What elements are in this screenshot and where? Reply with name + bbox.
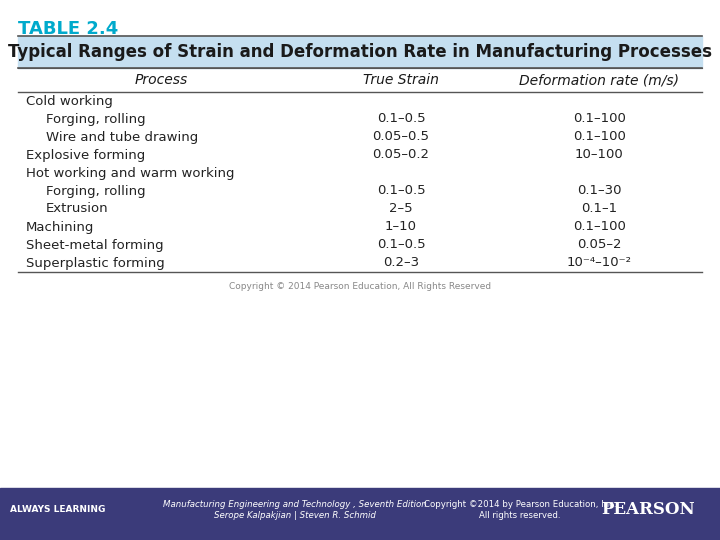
Text: PEARSON: PEARSON	[601, 502, 695, 518]
Text: 0.1–1: 0.1–1	[581, 202, 618, 215]
Text: Hot working and warm working: Hot working and warm working	[26, 166, 235, 179]
Text: 0.1–0.5: 0.1–0.5	[377, 239, 426, 252]
Text: Deformation rate (m/s): Deformation rate (m/s)	[519, 73, 680, 87]
Text: Copyright ©2014 by Pearson Education, Inc.
All rights reserved.: Copyright ©2014 by Pearson Education, In…	[424, 500, 616, 519]
Text: 1–10: 1–10	[385, 220, 417, 233]
Text: 0.05–2: 0.05–2	[577, 239, 621, 252]
Text: Process: Process	[135, 73, 188, 87]
Bar	[0, 488, 720, 540]
Text: 0.1–100: 0.1–100	[573, 112, 626, 125]
Text: ALWAYS LEARNING: ALWAYS LEARNING	[10, 505, 105, 515]
Text: 0.1–30: 0.1–30	[577, 185, 621, 198]
Text: Typical Ranges of Strain and Deformation Rate in Manufacturing Processes: Typical Ranges of Strain and Deformation…	[8, 43, 712, 61]
Text: Explosive forming: Explosive forming	[26, 148, 145, 161]
Text: Forging, rolling: Forging, rolling	[46, 185, 145, 198]
Text: 2–5: 2–5	[390, 202, 413, 215]
Text: Extrusion: Extrusion	[46, 202, 109, 215]
Bar	[18, 36, 702, 68]
Text: 0.1–0.5: 0.1–0.5	[377, 112, 426, 125]
Text: Forging, rolling: Forging, rolling	[46, 112, 145, 125]
Text: 10–100: 10–100	[575, 148, 624, 161]
Text: Superplastic forming: Superplastic forming	[26, 256, 165, 269]
Text: True Strain: True Strain	[363, 73, 439, 87]
Text: 0.05–0.5: 0.05–0.5	[372, 131, 430, 144]
Text: Wire and tube drawing: Wire and tube drawing	[46, 131, 198, 144]
Text: Manufacturing Engineering and Technology , Seventh Edition
Serope Kalpakjian | S: Manufacturing Engineering and Technology…	[163, 500, 427, 519]
Text: 0.1–0.5: 0.1–0.5	[377, 185, 426, 198]
Text: 0.2–3: 0.2–3	[383, 256, 419, 269]
Text: Cold working: Cold working	[26, 94, 113, 107]
Text: 0.1–100: 0.1–100	[573, 131, 626, 144]
Text: TABLE 2.4: TABLE 2.4	[18, 20, 118, 38]
Text: 0.05–0.2: 0.05–0.2	[372, 148, 430, 161]
Text: Machining: Machining	[26, 220, 94, 233]
Text: 10⁻⁴–10⁻²: 10⁻⁴–10⁻²	[567, 256, 632, 269]
Text: 0.1–100: 0.1–100	[573, 220, 626, 233]
Text: Sheet-metal forming: Sheet-metal forming	[26, 239, 163, 252]
Text: Copyright © 2014 Pearson Education, All Rights Reserved: Copyright © 2014 Pearson Education, All …	[229, 282, 491, 291]
